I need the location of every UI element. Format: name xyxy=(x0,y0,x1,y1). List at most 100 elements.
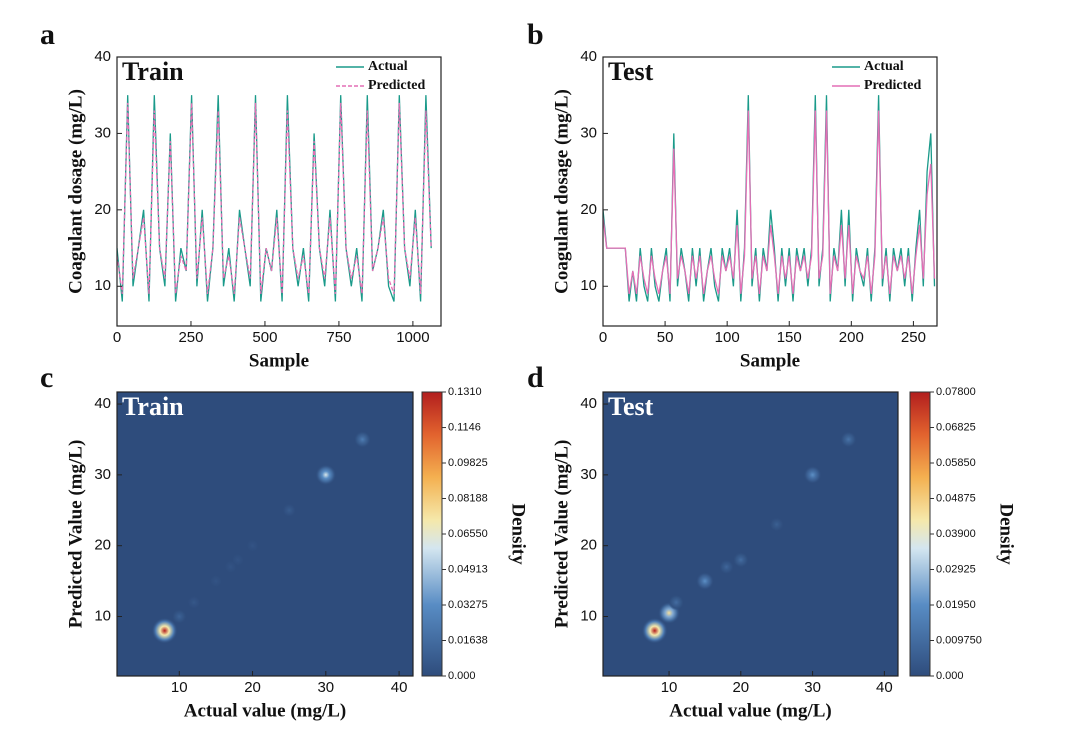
colorbar-tick-label: 0.03275 xyxy=(448,599,488,611)
plot-frame xyxy=(602,56,938,327)
density-spot xyxy=(803,465,822,484)
colorbar-tick-label: 0.01950 xyxy=(936,599,976,611)
x-tick-label: 30 xyxy=(317,679,334,696)
x-tick-label: 10 xyxy=(661,679,678,696)
series-line xyxy=(603,95,936,302)
y-tick-label: 30 xyxy=(94,124,111,141)
colorbar-tick-label: 0.01638 xyxy=(448,634,488,646)
x-tick-label: 250 xyxy=(178,329,203,346)
y-tick-label: 40 xyxy=(580,395,597,412)
plot-frame xyxy=(116,56,442,327)
density-spot xyxy=(668,594,685,611)
y-tick-label: 20 xyxy=(580,201,597,218)
x-tick-label: 100 xyxy=(715,329,740,346)
plot-frame xyxy=(116,391,414,677)
plot-frame xyxy=(602,391,899,677)
x-tick-label: 50 xyxy=(657,329,674,346)
series-line xyxy=(117,102,432,295)
colorbar xyxy=(909,391,931,677)
x-tick-label: 20 xyxy=(732,679,749,696)
density-spot xyxy=(769,517,784,532)
panel-title: Test xyxy=(608,392,654,421)
density-spot xyxy=(151,617,178,644)
y-axis-label: Predicted Value (mg/L) xyxy=(551,440,572,629)
colorbar-tick-label: 0.08188 xyxy=(448,492,488,504)
x-axis-label: Sample xyxy=(249,350,309,371)
panel-label: a xyxy=(40,18,55,51)
panel-label: c xyxy=(40,361,53,394)
density-spot xyxy=(695,572,714,591)
y-tick-label: 30 xyxy=(94,466,111,483)
colorbar-tick-label: 0.04913 xyxy=(448,563,488,575)
x-tick-label: 30 xyxy=(804,679,821,696)
x-tick-label: 40 xyxy=(876,679,893,696)
colorbar-tick-label: 0.1146 xyxy=(448,421,481,433)
panel-label: b xyxy=(527,18,544,51)
x-axis-label: Actual value (mg/L) xyxy=(669,700,832,721)
density-spot xyxy=(171,609,187,624)
y-axis-label: Coagulant dosage (mg/L) xyxy=(551,89,572,294)
density-spot xyxy=(641,617,668,644)
legend-label: Actual xyxy=(368,59,408,74)
colorbar-tick-label: 0.03900 xyxy=(936,528,976,540)
density-spot xyxy=(231,553,245,567)
colorbar xyxy=(421,391,443,677)
x-tick-label: 750 xyxy=(326,329,351,346)
density-spot xyxy=(732,551,749,568)
density-spot xyxy=(282,503,297,518)
series-line xyxy=(603,110,936,295)
legend-label: Actual xyxy=(864,59,904,74)
density-spot xyxy=(353,430,371,448)
y-tick-label: 10 xyxy=(580,607,597,624)
colorbar-tick-label: 0.07800 xyxy=(936,386,976,398)
panel-label: d xyxy=(527,361,544,394)
y-tick-label: 40 xyxy=(580,48,597,65)
x-tick-label: 10 xyxy=(171,679,188,696)
density-spot xyxy=(315,464,337,486)
colorbar-tick-label: 0.04875 xyxy=(936,492,976,504)
x-tick-label: 40 xyxy=(391,679,408,696)
y-tick-label: 20 xyxy=(580,537,597,554)
y-tick-label: 30 xyxy=(580,124,597,141)
x-tick-label: 0 xyxy=(113,329,121,346)
panel-title: Train xyxy=(122,392,184,421)
legend-label: Predicted xyxy=(864,78,921,93)
y-tick-label: 40 xyxy=(94,48,111,65)
colorbar-tick-label: 0.05850 xyxy=(936,457,976,469)
colorbar-tick-label: 0.000 xyxy=(448,670,476,682)
legend-label: Predicted xyxy=(368,78,425,93)
y-tick-label: 20 xyxy=(94,537,111,554)
colorbar-tick-label: 0.1310 xyxy=(448,386,482,398)
panel-title: Test xyxy=(608,57,654,86)
density-spot xyxy=(718,559,735,575)
colorbar-label: Density xyxy=(996,503,1017,565)
y-tick-label: 30 xyxy=(580,466,597,483)
y-tick-label: 20 xyxy=(94,201,111,218)
density-spot xyxy=(209,574,223,588)
x-tick-label: 500 xyxy=(252,329,277,346)
x-tick-label: 150 xyxy=(777,329,802,346)
colorbar-label: Density xyxy=(508,503,529,565)
density-spot xyxy=(840,431,857,448)
colorbar-tick-label: 0.06825 xyxy=(936,421,976,433)
colorbar-tick-label: 0.06550 xyxy=(448,528,488,540)
x-axis-label: Sample xyxy=(740,350,800,371)
x-tick-label: 20 xyxy=(244,679,261,696)
x-tick-label: 200 xyxy=(839,329,864,346)
colorbar-tick-label: 0.02925 xyxy=(936,563,976,575)
x-tick-label: 250 xyxy=(901,329,926,346)
colorbar-tick-label: 0.09825 xyxy=(448,457,488,469)
x-tick-label: 1000 xyxy=(396,329,429,346)
density-spot xyxy=(246,539,259,553)
y-tick-label: 10 xyxy=(580,277,597,294)
y-axis-label: Coagulant dosage (mg/L) xyxy=(65,89,86,294)
y-tick-label: 10 xyxy=(94,277,111,294)
colorbar-tick-label: 0.009750 xyxy=(936,634,982,646)
y-tick-label: 40 xyxy=(94,395,111,412)
y-tick-label: 10 xyxy=(94,607,111,624)
colorbar-tick-label: 0.000 xyxy=(936,670,964,682)
y-axis-label: Predicted Value (mg/L) xyxy=(65,440,86,629)
density-spot xyxy=(187,595,201,610)
panel-title: Train xyxy=(122,57,184,86)
